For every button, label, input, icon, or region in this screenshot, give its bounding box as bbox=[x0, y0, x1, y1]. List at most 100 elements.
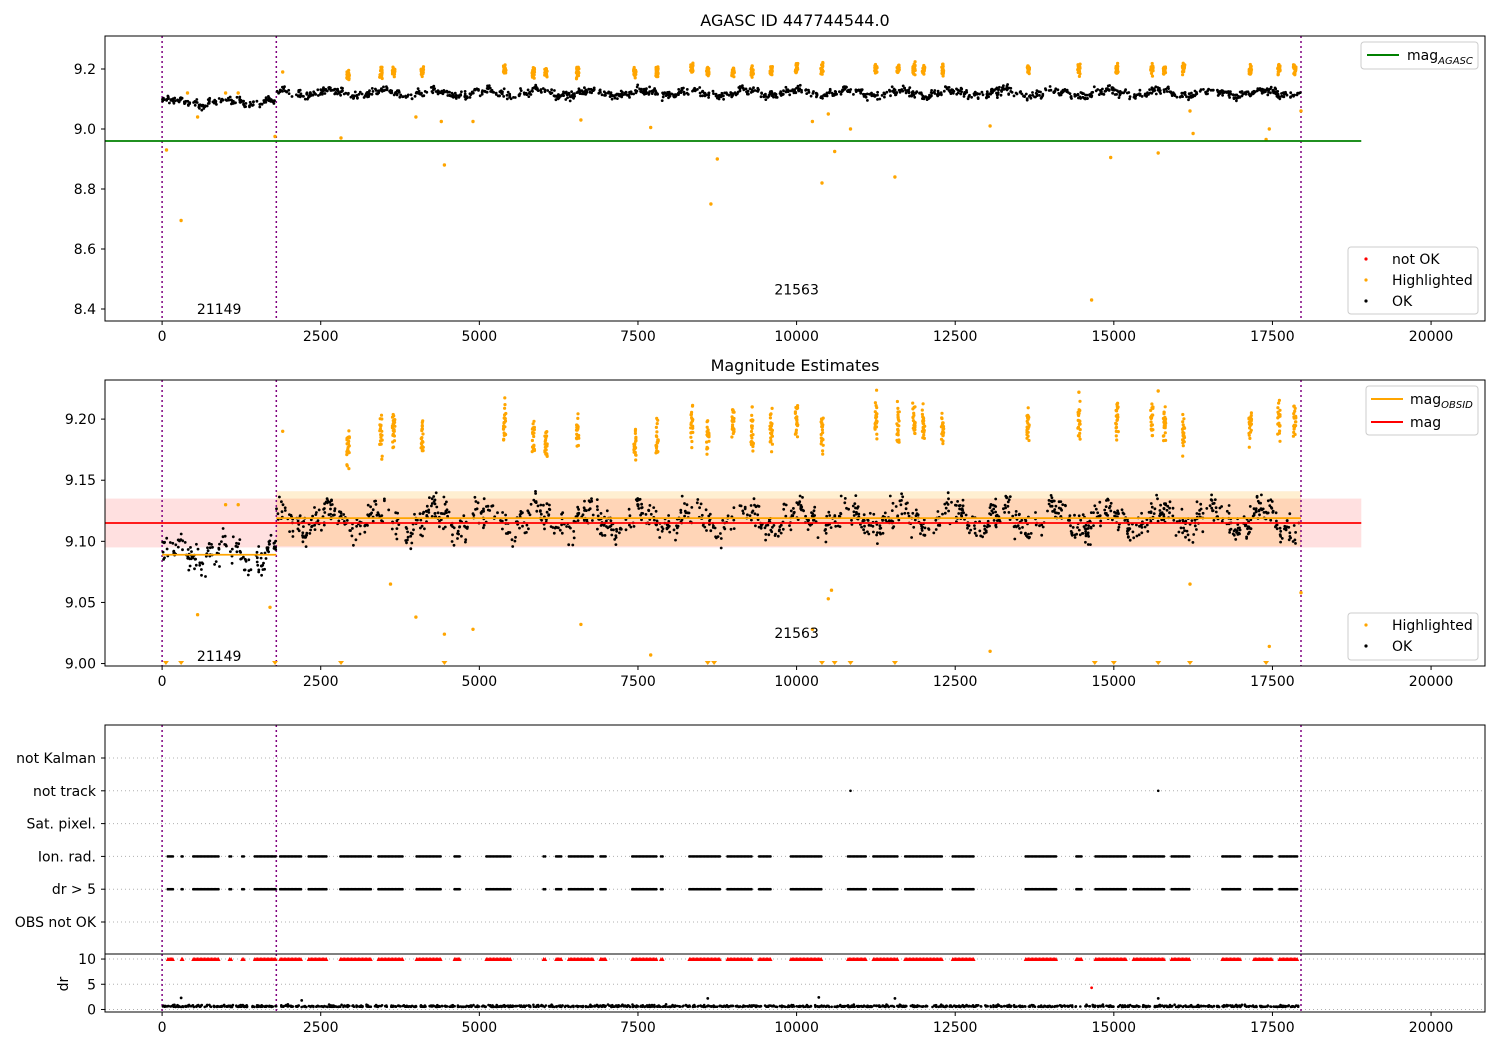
ok-point bbox=[263, 567, 266, 571]
ok-point bbox=[850, 518, 853, 522]
ok-point bbox=[221, 527, 225, 530]
ok-point bbox=[190, 555, 194, 559]
ok-point bbox=[325, 89, 329, 93]
ok-point bbox=[1049, 494, 1053, 497]
ok-point bbox=[1284, 527, 1288, 531]
ok-point bbox=[1225, 509, 1229, 513]
ok-point bbox=[567, 525, 571, 529]
ok-point bbox=[1116, 528, 1120, 532]
ok-point bbox=[1165, 90, 1169, 93]
highlighted-point bbox=[1292, 404, 1296, 408]
ok-point bbox=[894, 93, 897, 97]
ok-point bbox=[920, 93, 924, 96]
ok-point bbox=[184, 99, 188, 103]
ok-point bbox=[273, 545, 276, 548]
ok-point bbox=[683, 502, 686, 505]
highlighted-point bbox=[1027, 67, 1031, 71]
ok-point bbox=[480, 92, 484, 96]
ok-point bbox=[220, 97, 224, 101]
ok-point bbox=[988, 524, 991, 528]
ok-point bbox=[1132, 536, 1136, 540]
highlighted-point bbox=[921, 66, 925, 70]
flag-point bbox=[325, 855, 328, 858]
ok-point bbox=[1175, 95, 1179, 99]
ok-point bbox=[1209, 88, 1213, 92]
highlighted-point bbox=[913, 423, 917, 427]
legend-label-mag: mag bbox=[1410, 415, 1441, 431]
ok-point bbox=[782, 502, 786, 506]
ok-point bbox=[218, 542, 221, 546]
ok-point bbox=[741, 84, 744, 88]
obsid-label: 21563 bbox=[774, 283, 819, 299]
ok-point bbox=[655, 519, 659, 523]
ok-point bbox=[602, 524, 606, 527]
ok-point bbox=[1140, 95, 1144, 98]
highlighted-point bbox=[769, 65, 773, 69]
ok-point bbox=[793, 88, 796, 92]
ok-point bbox=[1287, 538, 1291, 542]
highlighted-point bbox=[1114, 421, 1118, 425]
ok-point bbox=[527, 511, 531, 515]
highlighted-outlier bbox=[1188, 582, 1192, 586]
clipped-marker bbox=[338, 661, 345, 665]
highlighted-point bbox=[1293, 409, 1297, 413]
highlighted-point bbox=[896, 406, 900, 410]
ok-point bbox=[930, 89, 933, 92]
ok-point bbox=[597, 91, 601, 95]
ok-point bbox=[824, 540, 828, 544]
ok-point bbox=[370, 87, 374, 90]
ok-point bbox=[482, 497, 486, 501]
ok-point bbox=[395, 537, 399, 541]
legend-label-mag-obsid: magOBSID bbox=[1410, 392, 1473, 411]
ok-point bbox=[901, 495, 905, 499]
ok-point bbox=[1252, 507, 1256, 511]
ok-point bbox=[354, 538, 358, 542]
highlighted-point bbox=[794, 416, 798, 420]
highlighted-point bbox=[911, 407, 915, 411]
ok-point bbox=[436, 511, 440, 515]
ok-point bbox=[255, 560, 259, 564]
ok-point bbox=[738, 87, 742, 91]
ok-point bbox=[1092, 85, 1096, 89]
ok-point bbox=[667, 524, 670, 528]
highlighted-point bbox=[345, 436, 349, 440]
ok-point bbox=[215, 103, 218, 106]
ok-point bbox=[1262, 88, 1265, 92]
ok-point bbox=[518, 526, 521, 530]
highlighted-point bbox=[502, 431, 506, 435]
ok-point bbox=[921, 97, 924, 100]
ok-point bbox=[418, 512, 422, 516]
ok-point bbox=[399, 93, 403, 97]
ok-point bbox=[748, 87, 752, 91]
ok-point bbox=[474, 500, 478, 503]
ok-point bbox=[989, 513, 993, 516]
ok-point bbox=[227, 96, 230, 100]
highlighted-point bbox=[545, 74, 549, 78]
highlighted-point bbox=[819, 67, 824, 71]
ok-point bbox=[1270, 500, 1274, 503]
ok-point bbox=[342, 513, 346, 516]
highlighted-point bbox=[706, 65, 710, 69]
ok-point bbox=[583, 499, 586, 503]
ok-point bbox=[1025, 98, 1029, 102]
ok-point bbox=[1079, 518, 1083, 522]
ok-point bbox=[888, 494, 892, 498]
x-tick-label: 10000 bbox=[774, 329, 819, 345]
ok-point bbox=[978, 529, 982, 533]
highlighted-point bbox=[911, 67, 915, 72]
highlighted-point bbox=[732, 416, 736, 421]
ok-point bbox=[749, 91, 753, 94]
ok-point bbox=[265, 547, 269, 551]
ok-point bbox=[194, 557, 198, 561]
ok-point bbox=[1128, 97, 1131, 101]
ok-point bbox=[447, 510, 451, 514]
ok-point bbox=[1031, 93, 1035, 97]
clipped-marker bbox=[891, 661, 898, 665]
ok-point bbox=[1093, 504, 1097, 508]
ok-point bbox=[168, 541, 172, 544]
ok-point bbox=[1081, 95, 1085, 99]
highlighted-point bbox=[874, 404, 878, 408]
ok-point bbox=[1099, 519, 1103, 523]
ok-point bbox=[464, 540, 467, 544]
ok-point bbox=[738, 85, 742, 88]
